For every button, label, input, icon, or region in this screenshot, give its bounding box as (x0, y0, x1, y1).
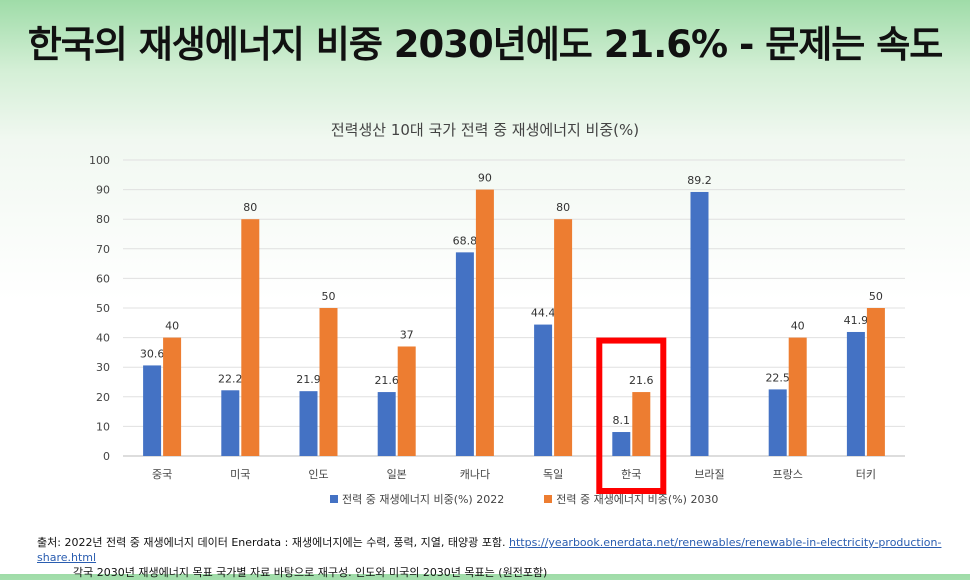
data-label: 21.9 (296, 373, 321, 386)
bar (163, 337, 182, 456)
bar (846, 331, 865, 456)
data-label: 44.4 (531, 307, 556, 320)
bar (299, 391, 318, 456)
bar (690, 191, 709, 456)
legend: 전력 중 재생에너지 비중(%) 2022 전력 중 재생에너지 비중(%) 2… (330, 491, 718, 507)
x-tick-label: 중국 (152, 468, 172, 481)
bar (221, 390, 240, 456)
data-label: 37 (400, 328, 414, 341)
bar (319, 308, 338, 456)
bar (455, 252, 474, 456)
bar (768, 389, 787, 456)
chart-title: 전력생산 10대 국가 전력 중 재생에너지 비중(%) (330, 121, 640, 139)
data-label: 8.1 (613, 414, 631, 427)
legend-item-2030: 전력 중 재생에너지 비중(%) 2030 (544, 491, 718, 507)
data-label: 21.6 (374, 374, 399, 387)
y-tick-label: 20 (96, 391, 110, 404)
data-label: 21.6 (629, 374, 654, 387)
source-link[interactable]: https://yearbook.enerdata.net/renewables… (37, 536, 942, 564)
x-tick-label: 한국 (621, 468, 641, 481)
bar (866, 308, 885, 456)
y-tick-label: 10 (96, 420, 110, 433)
data-label: 89.2 (687, 174, 712, 187)
bar (612, 432, 631, 456)
data-label: 80 (556, 201, 570, 214)
data-label: 22.5 (765, 371, 790, 384)
data-label: 40 (791, 320, 805, 333)
data-label: 50 (322, 290, 336, 303)
data-label: 22.2 (218, 372, 243, 385)
bar (241, 219, 260, 456)
data-label: 30.6 (140, 347, 165, 360)
y-tick-label: 80 (96, 213, 110, 226)
bar (632, 392, 651, 456)
y-tick-label: 50 (96, 302, 110, 315)
data-label: 80 (243, 201, 257, 214)
y-tick-label: 40 (96, 332, 110, 345)
x-tick-label: 일본 (387, 467, 407, 481)
data-label: 50 (869, 290, 883, 303)
x-tick-label: 독일 (543, 467, 563, 481)
bar (377, 392, 396, 456)
bar (534, 324, 553, 456)
x-tick-label: 인도 (308, 468, 328, 481)
data-label: 41.9 (844, 314, 869, 327)
page-title: 한국의 재생에너지 비중 2030년에도 21.6% - 문제는 속도 (27, 23, 944, 66)
legend-item-2022: 전력 중 재생에너지 비중(%) 2022 (330, 491, 504, 507)
x-tick-label: 터키 (856, 468, 876, 481)
bar (788, 337, 807, 456)
y-tick-label: 60 (96, 272, 110, 285)
x-tick-label: 미국 (230, 468, 250, 481)
y-tick-label: 30 (96, 361, 110, 374)
x-tick-label: 프랑스 (773, 468, 803, 481)
bar (475, 189, 494, 456)
bar (554, 219, 573, 456)
x-tick-label: 브라질 (694, 468, 724, 481)
source-note: 출처: 2022년 전력 중 재생에너지 데이터 Enerdata : 재생에너… (37, 536, 942, 579)
bar (397, 346, 416, 456)
y-tick-label: 70 (96, 243, 110, 256)
bar (143, 365, 162, 456)
data-label: 40 (165, 320, 179, 333)
highlight-box (596, 337, 667, 494)
y-tick-label: 100 (89, 154, 110, 167)
data-label: 68.8 (453, 234, 478, 247)
y-tick-label: 90 (96, 184, 110, 197)
data-label: 90 (478, 172, 492, 185)
y-tick-label: 0 (103, 450, 110, 463)
x-tick-label: 캐나다 (460, 468, 490, 481)
